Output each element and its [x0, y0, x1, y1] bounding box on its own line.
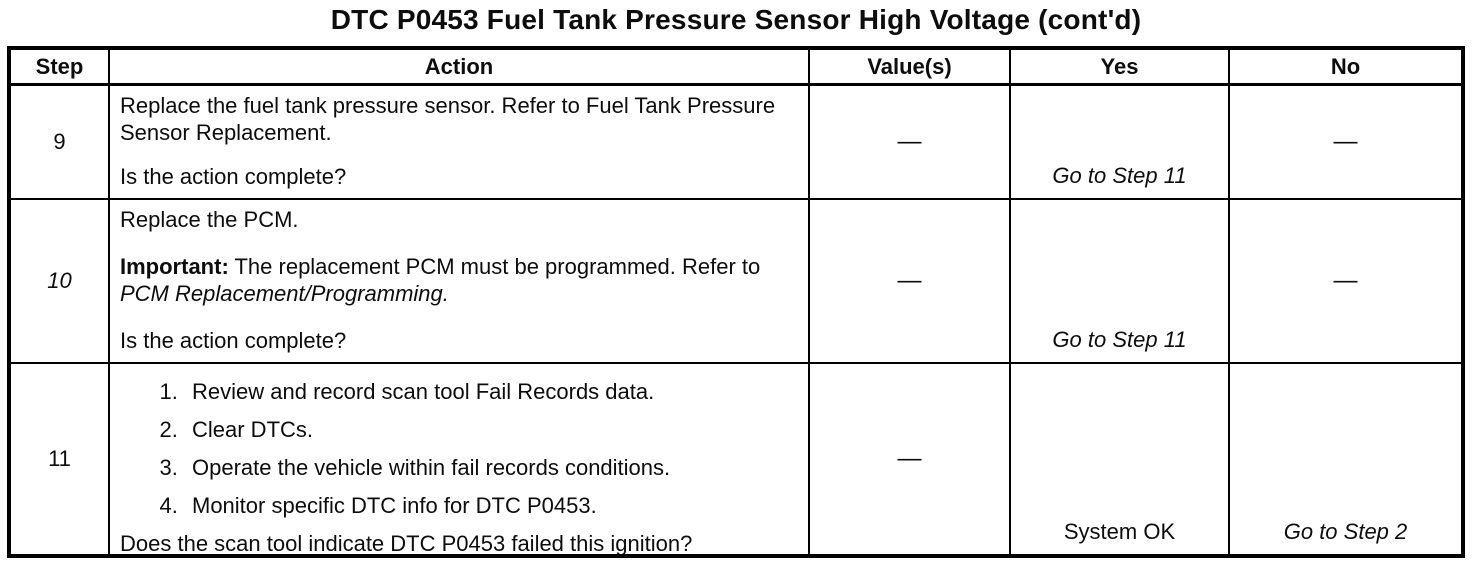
value-cell-9: —: [810, 86, 1011, 200]
page-title: DTC P0453 Fuel Tank Pressure Sensor High…: [330, 4, 1142, 35]
no-answer: Go to Step 2: [1283, 519, 1408, 544]
value-dash: —: [897, 128, 922, 155]
value-cell-11: —: [810, 364, 1011, 554]
action-cell-11: Review and record scan tool Fail Records…: [110, 364, 810, 554]
value-dash: —: [897, 445, 922, 472]
action-cell-10: Replace the PCM. Important: The replacem…: [110, 200, 810, 364]
column-header-action: Action: [110, 50, 810, 86]
no-cell-10: —: [1230, 200, 1461, 364]
column-header-values: Value(s): [810, 50, 1011, 86]
action-text: Replace the PCM.: [120, 207, 299, 232]
step-number: 10: [47, 268, 72, 293]
yes-cell-9: Go to Step 11: [1011, 86, 1230, 200]
important-reference: PCM Replacement/Programming.: [120, 281, 449, 306]
yes-answer: Go to Step 11: [1052, 327, 1187, 352]
column-header-no: No: [1230, 50, 1461, 86]
yes-cell-10: Go to Step 11: [1011, 200, 1230, 364]
step-cell-11: 11: [11, 364, 110, 554]
column-header-yes: Yes: [1011, 50, 1230, 86]
yes-answer: Go to Step 11: [1052, 163, 1187, 188]
no-cell-9: —: [1230, 86, 1461, 200]
value-dash: —: [897, 267, 922, 294]
list-item: Clear DTCs.: [184, 416, 800, 443]
no-dash: —: [1333, 267, 1358, 294]
step-cell-10: 10: [11, 200, 110, 364]
list-item: Monitor specific DTC info for DTC P0453.: [184, 492, 800, 519]
yes-cell-11: System OK: [1011, 364, 1230, 554]
value-cell-10: —: [810, 200, 1011, 364]
action-question: Does the scan tool indicate DTC P0453 fa…: [120, 531, 693, 554]
action-cell-9: Replace the fuel tank pressure sensor. R…: [110, 86, 810, 200]
step-cell-9: 9: [11, 86, 110, 200]
yes-answer: System OK: [1063, 519, 1176, 544]
diagnostic-table: Step Action Value(s) Yes No 9 Replace th…: [7, 46, 1465, 558]
list-item: Review and record scan tool Fail Records…: [184, 378, 800, 405]
action-text: Replace the fuel tank pressure sensor. R…: [120, 93, 776, 145]
action-question: Is the action complete?: [120, 164, 347, 189]
important-text: The replacement PCM must be programmed. …: [228, 254, 761, 279]
column-header-step: Step: [11, 50, 110, 86]
action-question: Is the action complete?: [120, 328, 347, 353]
list-item: Operate the vehicle within fail records …: [184, 454, 800, 481]
action-numbered-list: Review and record scan tool Fail Records…: [120, 378, 800, 530]
important-label: Important:: [120, 254, 229, 279]
no-cell-11: Go to Step 2: [1230, 364, 1461, 554]
no-dash: —: [1333, 128, 1358, 155]
action-important: Important: The replacement PCM must be p…: [120, 253, 780, 307]
